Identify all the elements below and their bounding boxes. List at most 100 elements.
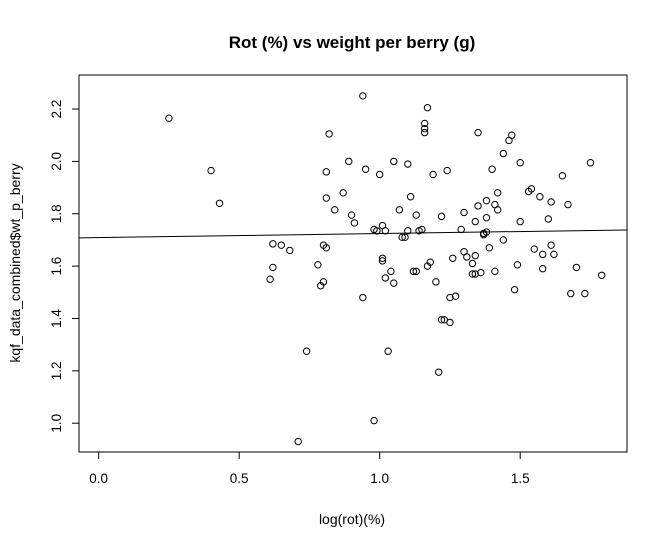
y-axis-label: kqf_data_combined$wt_p_berry — [7, 163, 23, 362]
data-point — [409, 267, 418, 276]
data-point — [471, 217, 479, 226]
y-tick-label: 2.0 — [49, 152, 64, 171]
y-axis: 1.0 1.2 1.4 1.6 1.8 2.0 2.2 — [49, 100, 80, 433]
data-point — [302, 347, 311, 355]
data-point — [437, 316, 446, 324]
data-point — [460, 208, 468, 217]
regression-line — [78, 229, 628, 239]
data-point — [482, 213, 491, 222]
data-point — [404, 227, 412, 235]
data-point — [266, 275, 274, 283]
data-point — [494, 189, 502, 197]
data-point — [485, 244, 493, 252]
data-point — [418, 225, 426, 234]
data-point — [468, 270, 477, 278]
data-point — [516, 217, 524, 226]
data-point — [423, 104, 432, 112]
data-point — [373, 227, 381, 235]
chart-title: Rot (%) vs weight per berry (g) — [229, 33, 476, 52]
data-point — [375, 170, 384, 179]
data-point — [567, 289, 575, 298]
x-axis-label: log(rot)(%) — [319, 511, 385, 527]
data-point — [435, 368, 443, 376]
data-point — [359, 92, 367, 100]
data-point — [331, 206, 339, 214]
data-point — [527, 185, 536, 193]
data-point — [215, 199, 224, 207]
data-point — [463, 253, 471, 261]
x-tick-label: 1.5 — [511, 471, 530, 486]
data-point — [359, 293, 367, 302]
data-point — [390, 157, 398, 166]
x-axis: 0.0 0.5 1.0 1.5 — [89, 451, 530, 486]
data-point — [446, 293, 454, 302]
data-point — [538, 265, 547, 273]
data-point — [432, 278, 440, 286]
data-point — [322, 194, 331, 202]
data-point — [471, 270, 479, 278]
fit-line-layer — [78, 229, 628, 239]
x-tick-label: 0.5 — [230, 471, 249, 486]
data-point — [207, 166, 215, 175]
data-point — [165, 114, 173, 122]
data-point — [437, 212, 446, 221]
data-point — [404, 160, 412, 168]
data-point — [491, 267, 499, 276]
data-point — [443, 166, 451, 175]
data-point — [269, 240, 277, 248]
points-layer — [165, 92, 606, 446]
data-point — [482, 196, 491, 205]
data-point — [412, 267, 420, 276]
y-tick-label: 1.2 — [49, 361, 64, 380]
data-point — [384, 347, 392, 355]
x-tick-label: 0.0 — [89, 471, 108, 486]
data-point — [381, 274, 390, 282]
data-point — [513, 261, 522, 269]
data-point — [350, 219, 359, 227]
data-point — [457, 225, 465, 234]
data-point — [322, 244, 331, 252]
data-point — [426, 258, 434, 266]
data-point — [381, 227, 390, 235]
data-point — [471, 251, 479, 260]
data-point — [347, 211, 356, 219]
data-point — [564, 200, 572, 209]
data-point — [482, 228, 491, 236]
data-point — [586, 159, 595, 167]
data-point — [370, 416, 378, 425]
data-point — [277, 241, 286, 249]
data-point — [325, 130, 333, 138]
y-tick-label: 1.8 — [49, 204, 64, 223]
data-point — [387, 267, 395, 276]
data-point — [395, 206, 404, 214]
data-point — [474, 202, 482, 210]
data-point — [420, 128, 429, 137]
data-point — [286, 246, 294, 255]
data-point — [516, 159, 524, 167]
data-point — [538, 250, 547, 259]
data-point — [572, 263, 581, 272]
data-point — [468, 259, 477, 268]
data-point — [361, 165, 370, 173]
data-point — [508, 131, 516, 139]
data-point — [294, 437, 302, 446]
data-point — [429, 170, 437, 179]
data-point — [547, 241, 555, 249]
data-point — [536, 193, 544, 201]
data-point — [269, 263, 277, 272]
data-point — [398, 233, 406, 242]
data-point — [449, 254, 457, 262]
data-point — [406, 193, 415, 201]
data-point — [598, 271, 606, 279]
data-point — [420, 119, 429, 128]
y-tick-label: 1.0 — [49, 414, 64, 433]
data-point — [378, 254, 387, 262]
y-tick-label: 1.6 — [49, 257, 64, 276]
y-tick-label: 2.2 — [49, 100, 64, 119]
data-point — [530, 245, 538, 253]
data-point — [412, 211, 420, 219]
data-point — [339, 189, 347, 197]
y-tick-label: 1.4 — [49, 309, 64, 328]
data-point — [547, 198, 555, 206]
